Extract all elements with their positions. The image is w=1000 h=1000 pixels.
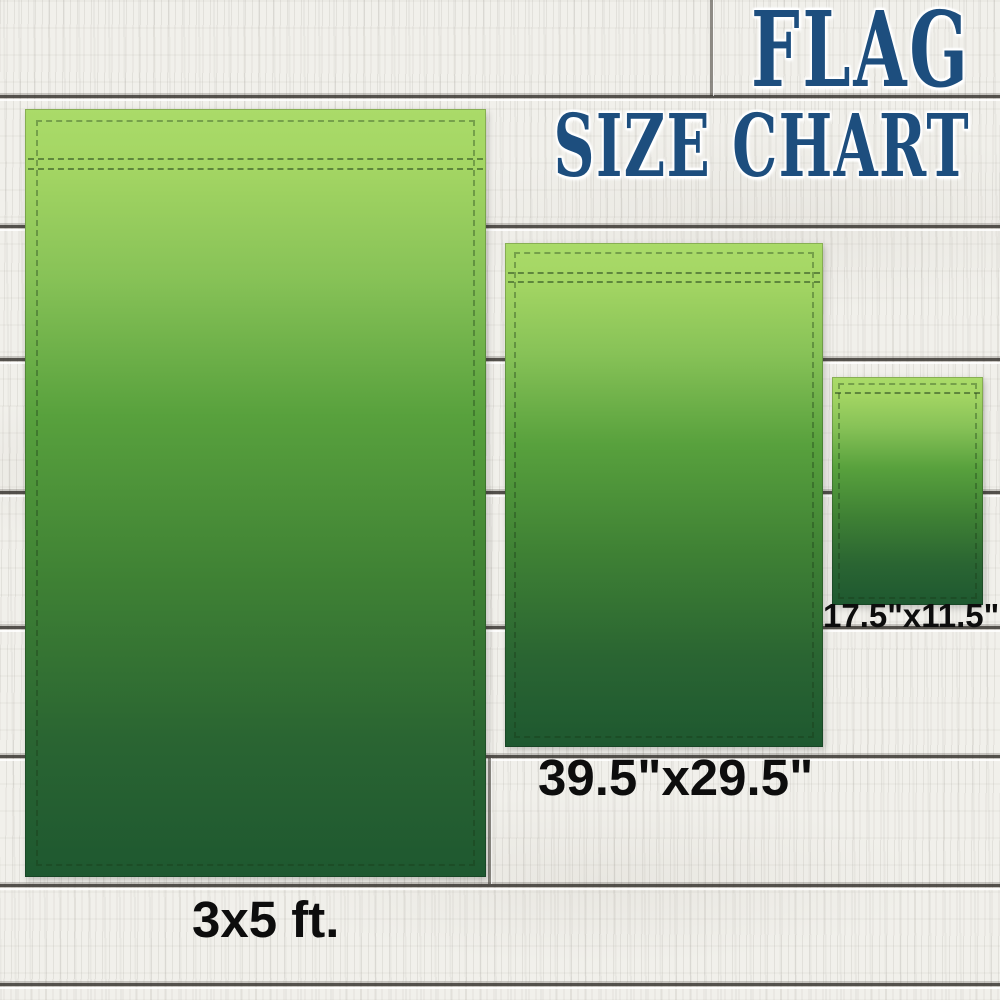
sleeve-stitch <box>28 168 483 170</box>
perimeter-stitch <box>514 252 814 738</box>
size-label-large: 3x5 ft. <box>192 891 340 948</box>
title-size-chart: SIZE CHART <box>553 96 970 197</box>
size-label-small: 17.5"x11.5" <box>823 597 1000 634</box>
plank-joint <box>710 0 713 96</box>
title-flag: FLAG <box>750 0 970 111</box>
perimeter-stitch <box>36 120 475 866</box>
perimeter-stitch <box>838 383 977 599</box>
size-label-medium: 39.5"x29.5" <box>538 749 814 806</box>
sleeve-stitch <box>28 158 483 160</box>
sleeve-stitch <box>508 272 820 274</box>
flag-swatch-medium <box>505 243 823 747</box>
sleeve-stitch <box>508 281 820 283</box>
plank-joint <box>488 758 491 884</box>
flag-swatch-small <box>832 377 983 605</box>
sleeve-stitch <box>835 392 980 394</box>
flag-swatch-large <box>25 109 486 877</box>
